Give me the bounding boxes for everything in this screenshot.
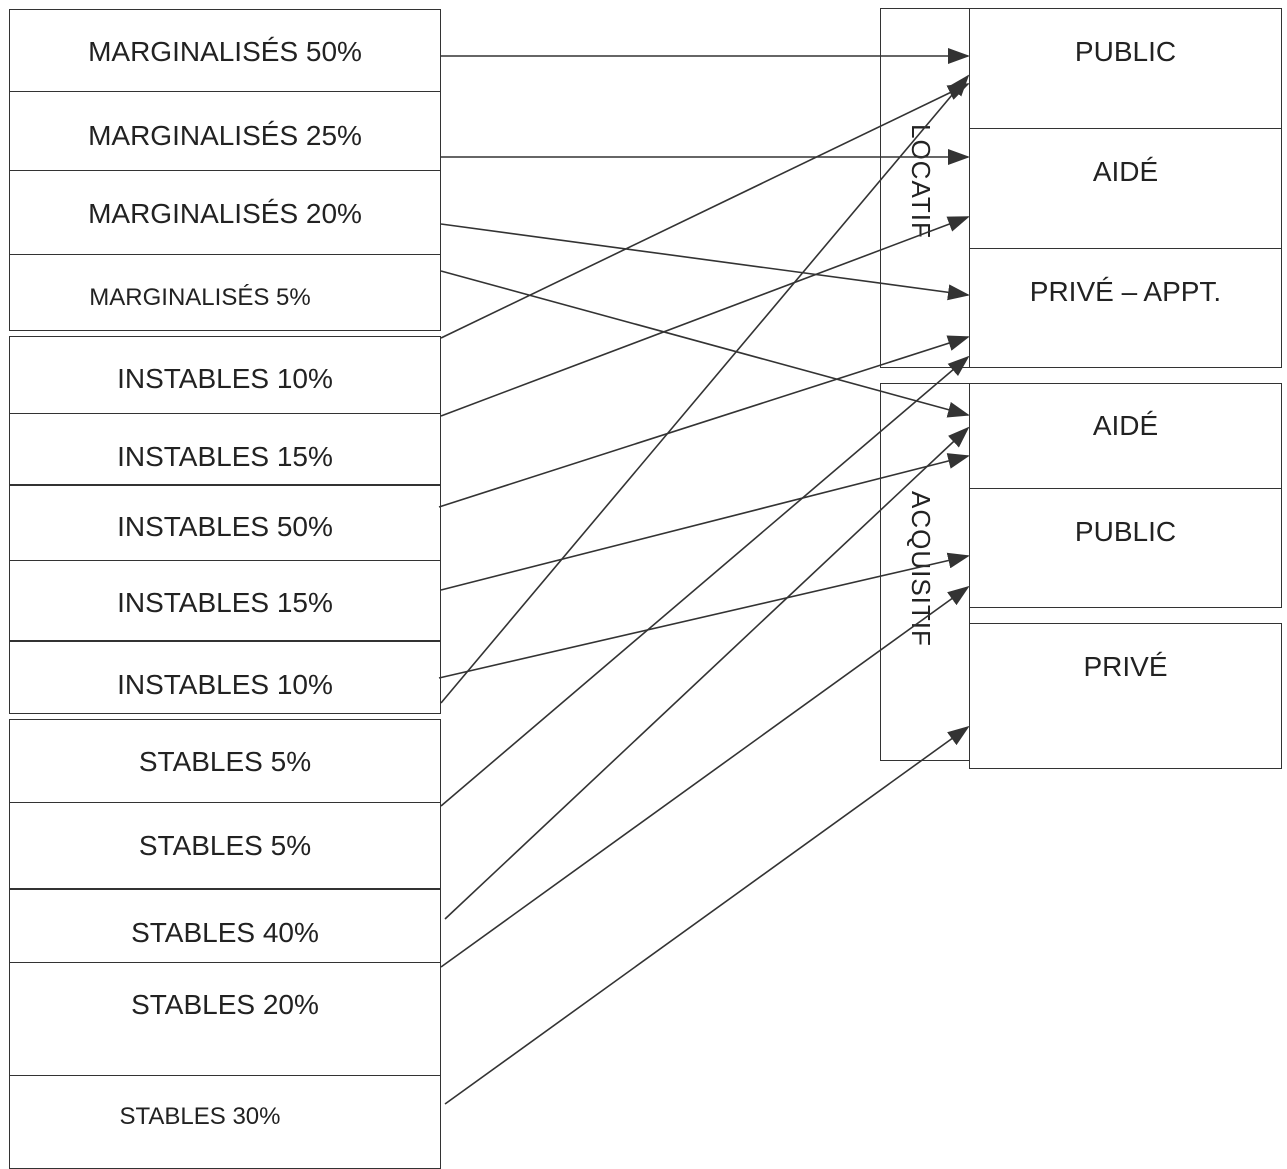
arrow bbox=[440, 355, 970, 807]
arrow bbox=[444, 426, 970, 920]
target-label: PUBLIC bbox=[1074, 36, 1177, 67]
target-label: AIDÉ bbox=[1092, 156, 1159, 187]
source-label: MARGINALISÉS 20% bbox=[88, 198, 362, 229]
group-locatif-frame bbox=[880, 8, 970, 368]
arrow bbox=[444, 725, 970, 1105]
target-label: PRIVÉ bbox=[1083, 651, 1168, 682]
arrow bbox=[440, 83, 970, 339]
source-label: STABLES 20% bbox=[131, 989, 319, 1020]
source-label: STABLES 40% bbox=[131, 917, 319, 948]
row-divider bbox=[9, 170, 441, 171]
target-box bbox=[969, 248, 1282, 368]
target-label: PUBLIC bbox=[1074, 516, 1177, 547]
arrow bbox=[440, 216, 970, 417]
arrow bbox=[440, 453, 970, 591]
source-box-instables bbox=[9, 336, 441, 714]
source-label: INSTABLES 15% bbox=[117, 587, 333, 618]
arrow bbox=[440, 74, 970, 704]
target-box bbox=[969, 623, 1282, 769]
row-divider bbox=[9, 962, 441, 963]
source-label: INSTABLES 15% bbox=[117, 441, 333, 472]
source-label: MARGINALISÉS 50% bbox=[88, 36, 362, 67]
arrow bbox=[440, 223, 970, 301]
row-divider bbox=[9, 640, 441, 642]
row-divider bbox=[9, 802, 441, 803]
row-divider bbox=[9, 91, 441, 92]
row-divider bbox=[9, 413, 441, 414]
target-box bbox=[969, 8, 1282, 129]
source-label: INSTABLES 10% bbox=[117, 669, 333, 700]
row-divider bbox=[9, 1075, 441, 1076]
source-label: STABLES 5% bbox=[138, 830, 312, 861]
arrow bbox=[440, 585, 970, 968]
target-box bbox=[969, 488, 1282, 608]
source-label: STABLES 5% bbox=[138, 746, 312, 777]
row-divider bbox=[9, 888, 441, 890]
row-divider bbox=[9, 560, 441, 561]
source-label: MARGINALISÉS 5% bbox=[89, 284, 311, 311]
source-label: INSTABLES 10% bbox=[117, 363, 333, 394]
row-divider bbox=[9, 254, 441, 255]
target-box bbox=[969, 383, 1282, 489]
target-label: PRIVÉ – APPT. bbox=[1029, 276, 1222, 307]
source-label: STABLES 30% bbox=[119, 1103, 281, 1130]
source-label: MARGINALISÉS 25% bbox=[88, 120, 362, 151]
arrow bbox=[438, 335, 970, 508]
arrow bbox=[438, 552, 970, 679]
row-divider bbox=[9, 484, 441, 486]
source-label: INSTABLES 50% bbox=[117, 511, 333, 542]
arrow bbox=[440, 270, 970, 418]
target-label: AIDÉ bbox=[1092, 410, 1159, 441]
